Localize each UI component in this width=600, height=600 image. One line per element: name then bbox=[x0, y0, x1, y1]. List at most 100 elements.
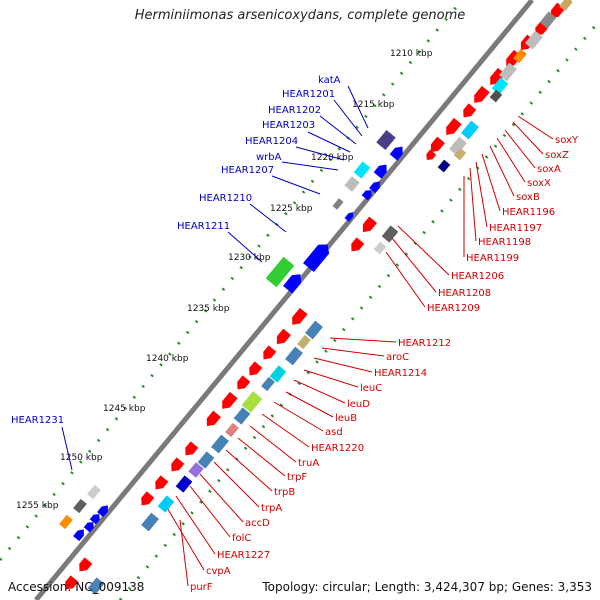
gene-category-box bbox=[376, 130, 396, 150]
reverse-gene-feature bbox=[141, 491, 155, 506]
reverse-gene-label: purF bbox=[190, 582, 213, 593]
reverse-label-leader bbox=[199, 473, 244, 523]
gene-category-box bbox=[265, 256, 295, 288]
reverse-gene-feature bbox=[463, 103, 477, 118]
reverse-gene-label: folC bbox=[232, 533, 251, 544]
accession-label: Accession: NC_009138 bbox=[8, 580, 145, 594]
reverse-gene-label: HEAR1198 bbox=[478, 237, 531, 248]
reverse-gene-label: HEAR1197 bbox=[489, 223, 542, 234]
forward-label-leader bbox=[281, 161, 339, 171]
forward-label-leader bbox=[295, 146, 345, 161]
forward-label-leader bbox=[61, 426, 73, 471]
forward-gene-label: HEAR1231 bbox=[11, 415, 64, 426]
reverse-gene-label: soxZ bbox=[545, 150, 569, 161]
reverse-gene-label: soxA bbox=[537, 164, 561, 175]
gene-category-box bbox=[73, 498, 87, 514]
reverse-gene-feature bbox=[249, 361, 263, 376]
forward-label-leader bbox=[347, 85, 369, 129]
forward-gene-label: HEAR1203 bbox=[262, 120, 315, 131]
reverse-gene-label: HEAR1212 bbox=[398, 338, 451, 349]
reverse-label-leader bbox=[517, 115, 554, 140]
gene-category-box bbox=[59, 514, 73, 530]
reverse-label-leader bbox=[273, 401, 324, 432]
reverse-gene-feature bbox=[79, 557, 93, 572]
reverse-label-leader bbox=[385, 251, 426, 308]
forward-gene-label: HEAR1202 bbox=[268, 105, 321, 116]
reverse-label-leader bbox=[504, 129, 536, 169]
reverse-gene-label: aroC bbox=[386, 352, 409, 363]
reverse-label-leader bbox=[303, 369, 359, 388]
scale-tick-label: 1230 kbp bbox=[228, 253, 271, 263]
reverse-gene-label: trpF bbox=[287, 472, 307, 483]
reverse-label-leader bbox=[293, 379, 346, 404]
reverse-gene-feature bbox=[155, 475, 169, 490]
topology-summary: Topology: circular; Length: 3,424,307 bp… bbox=[262, 580, 592, 594]
reverse-label-leader bbox=[213, 461, 260, 508]
inner-tick-ring bbox=[0, 0, 464, 561]
forward-gene-feature bbox=[97, 505, 108, 518]
forward-gene-feature bbox=[73, 529, 84, 542]
reverse-label-leader bbox=[391, 237, 437, 293]
gene-category-box bbox=[87, 577, 105, 595]
reverse-label-leader bbox=[512, 121, 544, 155]
reverse-gene-label: HEAR1227 bbox=[217, 550, 270, 561]
gene-category-box bbox=[453, 147, 467, 161]
gene-category-box bbox=[305, 320, 323, 340]
reverse-gene-feature bbox=[185, 441, 199, 456]
forward-label-leader bbox=[307, 131, 351, 153]
gene-category-box bbox=[353, 161, 371, 179]
reverse-label-leader bbox=[237, 437, 286, 477]
gene-category-box bbox=[559, 0, 573, 12]
gene-category-box bbox=[449, 136, 467, 156]
forward-gene-label: HEAR1210 bbox=[199, 193, 252, 204]
genome-backbone bbox=[34, 0, 534, 600]
reverse-label-leader bbox=[175, 495, 216, 555]
reverse-gene-label: HEAR1220 bbox=[311, 443, 364, 454]
forward-label-leader bbox=[249, 203, 287, 233]
reverse-gene-feature bbox=[206, 410, 221, 427]
reverse-gene-label: HEAR1199 bbox=[466, 253, 519, 264]
forward-label-leader bbox=[319, 115, 357, 145]
forward-gene-feature bbox=[303, 244, 330, 273]
reverse-gene-feature bbox=[430, 136, 445, 153]
scale-tick-label: 1220 kbp bbox=[311, 153, 354, 163]
gene-category-box bbox=[261, 376, 275, 392]
gene-category-box bbox=[157, 495, 175, 513]
gene-category-box bbox=[233, 407, 251, 425]
forward-gene-label: HEAR1201 bbox=[282, 89, 335, 100]
reverse-gene-feature bbox=[171, 457, 185, 472]
gene-category-box bbox=[381, 225, 399, 243]
reverse-gene-label: trpB bbox=[274, 487, 295, 498]
forward-label-leader bbox=[333, 99, 363, 137]
reverse-gene-label: leuB bbox=[335, 413, 357, 424]
forward-gene-feature bbox=[344, 212, 354, 222]
forward-gene-feature bbox=[389, 146, 403, 161]
reverse-label-leader bbox=[329, 337, 397, 343]
reverse-gene-feature bbox=[351, 237, 365, 252]
map-title: Herminiimonas arsenicoxydans, complete g… bbox=[134, 8, 466, 23]
scale-tick-label: 1225 kbp bbox=[270, 204, 313, 214]
reverse-gene-label: soxB bbox=[516, 192, 540, 203]
reverse-label-leader bbox=[475, 161, 488, 228]
gene-category-box bbox=[539, 11, 557, 29]
forward-gene-label: HEAR1204 bbox=[245, 136, 298, 147]
gene-category-box bbox=[499, 62, 517, 82]
reverse-gene-label: HEAR1206 bbox=[451, 271, 504, 282]
gene-category-box bbox=[461, 120, 479, 140]
gene-category-box bbox=[437, 159, 451, 173]
forward-gene-label: wrbA bbox=[256, 152, 282, 163]
gene-category-box bbox=[297, 334, 311, 350]
reverse-gene-feature bbox=[446, 117, 462, 135]
gene-category-box bbox=[332, 198, 344, 210]
gene-category-box bbox=[225, 422, 239, 438]
forward-gene-feature bbox=[373, 164, 387, 179]
forward-gene-label: HEAR1207 bbox=[221, 165, 274, 176]
gene-category-box bbox=[285, 346, 303, 366]
gene-category-box bbox=[373, 241, 387, 255]
gene-category-box bbox=[175, 475, 193, 493]
reverse-gene-label: HEAR1208 bbox=[438, 288, 491, 299]
reverse-gene-label: asd bbox=[325, 427, 343, 438]
scale-tick-label: 1235 kbp bbox=[187, 304, 230, 314]
